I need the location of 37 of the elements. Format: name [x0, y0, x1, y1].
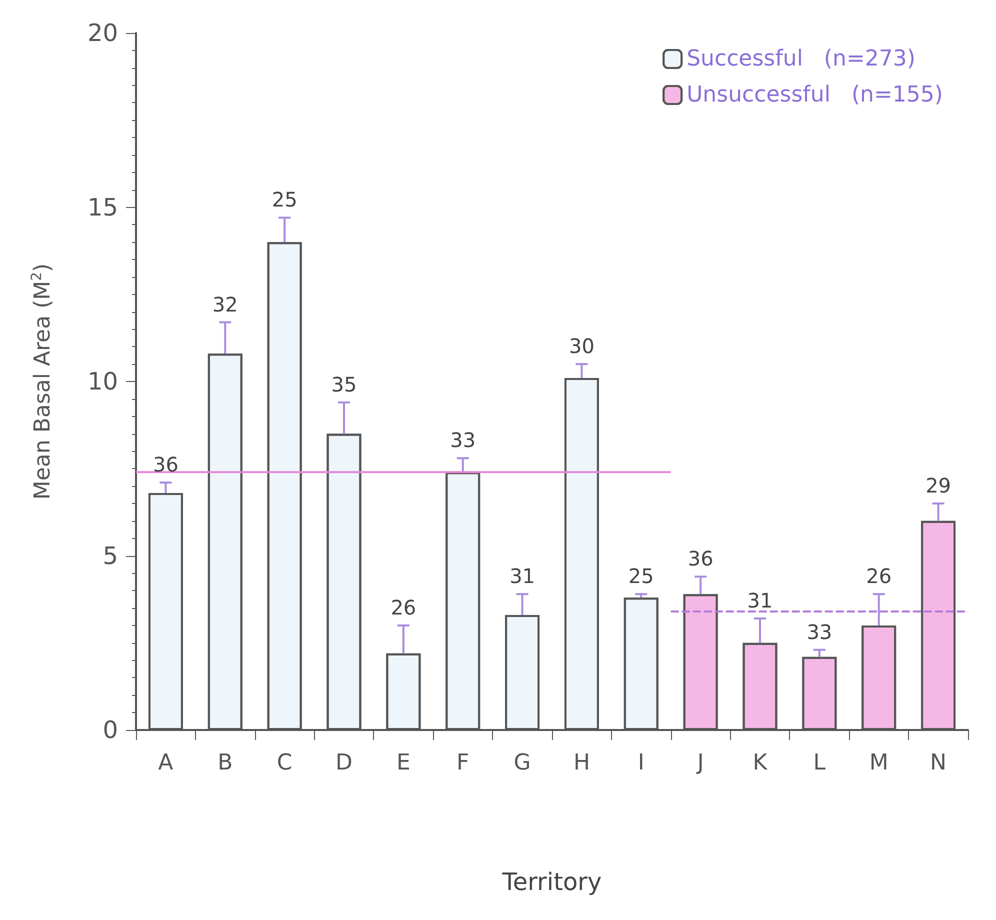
y-tick-label: 10 — [87, 368, 118, 396]
y-tick-label: 5 — [102, 542, 118, 570]
annotation: 33 — [806, 620, 832, 644]
annotation: 29 — [926, 473, 952, 498]
x-tick-label: K — [752, 750, 768, 776]
x-tick-label: D — [336, 750, 352, 776]
annotation: 31 — [510, 564, 536, 588]
y-tick-label: 20 — [87, 19, 118, 47]
x-tick-label: G — [514, 750, 531, 776]
legend-label: Unsuccessful (n=155) — [686, 82, 944, 108]
annotation: 36 — [688, 546, 714, 571]
annotation: 25 — [272, 188, 298, 212]
annotation: 26 — [390, 595, 416, 620]
x-tick-label: I — [638, 750, 644, 776]
y-axis-title: Mean Basal Area (M2) — [29, 263, 56, 500]
x-axis-title: Territory — [501, 868, 602, 896]
annotation: 36 — [152, 452, 178, 477]
annotation: 25 — [628, 564, 654, 588]
annotation: 35 — [331, 372, 357, 396]
x-tick-label: H — [573, 750, 590, 776]
annotation: 30 — [568, 334, 594, 358]
x-tick-label: A — [158, 750, 174, 776]
x-tick-label: E — [396, 750, 410, 776]
annotation: 32 — [212, 292, 238, 316]
x-tick-label: B — [218, 750, 233, 776]
legend-label: Successful (n=273) — [686, 46, 916, 72]
y-tick-label: 0 — [102, 716, 118, 744]
x-tick-label: J — [695, 750, 704, 776]
x-tick-label: L — [813, 750, 826, 776]
annotation: 26 — [866, 564, 892, 588]
x-tick-label: M — [869, 750, 888, 776]
x-tick-label: F — [456, 750, 470, 776]
annotation: 33 — [450, 428, 476, 452]
annotation: 31 — [747, 588, 773, 612]
y-tick-label: 15 — [87, 193, 118, 222]
x-tick-label: N — [930, 750, 947, 776]
x-tick-label: C — [276, 750, 292, 776]
